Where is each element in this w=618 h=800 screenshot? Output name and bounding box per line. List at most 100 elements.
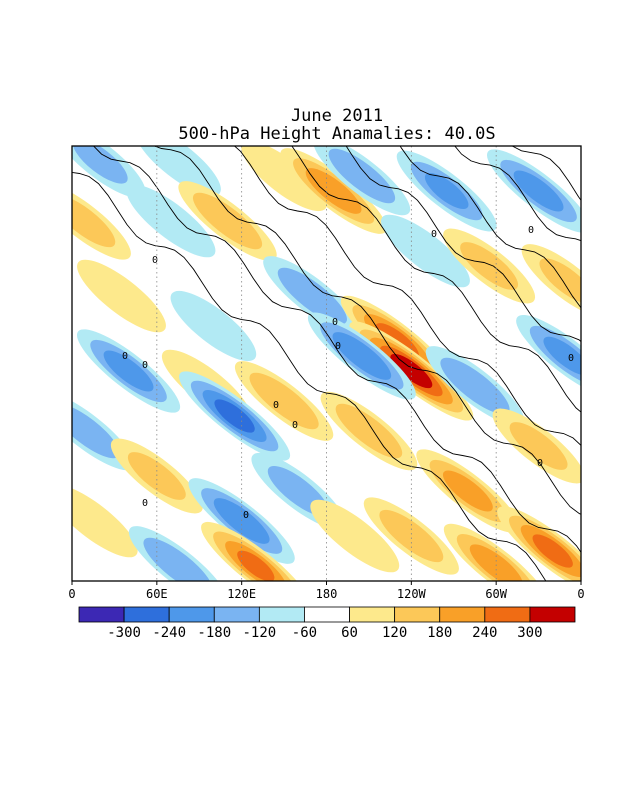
anomaly-band (379, 509, 444, 563)
anomaly-cell (381, 214, 470, 288)
colorbar-label: 180 (427, 625, 452, 641)
contour-zero-label: 0 (431, 229, 437, 240)
zero-contour-line (92, 146, 581, 554)
anomaly-cell (234, 361, 334, 441)
x-axis: 0 60E 120E 180 120W 60W 0 (68, 581, 585, 601)
zero-contours: 0 0 0 0 0 0 0 0 0 0 0 0 0 (72, 146, 581, 581)
anomaly-band (513, 170, 564, 212)
zero-contour-line (454, 146, 581, 242)
contour-zero-label: 0 (528, 225, 534, 236)
anomaly-band (332, 332, 392, 380)
anomaly-band (72, 194, 116, 248)
colorbar-label: -240 (152, 625, 186, 641)
zero-contour-line (153, 146, 581, 515)
anomaly-cell (179, 371, 291, 461)
anomaly-band (214, 399, 255, 433)
colorbar-label: 240 (472, 625, 497, 641)
anomaly-cell (241, 146, 327, 212)
contour-zero-label: 0 (243, 510, 249, 521)
anomaly-band (72, 146, 128, 184)
anomaly-cell (72, 391, 135, 471)
anomaly-cell (313, 146, 411, 216)
colorbar-swatch (258, 606, 305, 623)
anomaly-band (170, 290, 257, 362)
contour-zero-label: 0 (292, 420, 298, 431)
contour-zero-label: 0 (152, 255, 158, 266)
anomaly-cell (486, 149, 581, 233)
anomaly-band (192, 192, 263, 250)
anomaly-band (442, 470, 493, 512)
x-tick-label: 60W (485, 587, 507, 601)
x-tick-label: 0 (577, 587, 584, 601)
anomaly-band (72, 484, 138, 558)
anomaly-cell (72, 146, 146, 198)
zero-contour-line (72, 171, 547, 581)
colorbar-swatch (349, 606, 396, 623)
contour-zero-label: 0 (537, 458, 543, 469)
anomaly-cell (516, 314, 581, 398)
x-tick-label: 60E (146, 587, 168, 601)
contour-zero-label: 0 (273, 400, 279, 411)
colorbar-label: 120 (382, 625, 407, 641)
anomaly-band (460, 242, 519, 290)
anomaly-cell (425, 346, 525, 426)
colorbar-swatch (213, 606, 260, 623)
zero-contour-line (291, 146, 581, 413)
anomaly-band (424, 172, 469, 210)
anomaly-cell (178, 181, 277, 261)
meridian-gridlines (156, 146, 497, 581)
colorbar-swatch (529, 606, 576, 623)
anomaly-cell (77, 259, 166, 333)
zero-contour-line (345, 146, 581, 343)
anomaly-band (249, 372, 319, 430)
colorbar-label: -300 (107, 625, 141, 641)
anomaly-cell (170, 290, 257, 362)
zero-contour-line (233, 146, 581, 447)
anomaly-cell (72, 182, 131, 260)
colorbar: -300 -240 -180 -120 -60 60 120 180 240 300 (78, 606, 576, 641)
colorbar-swatch (168, 606, 215, 623)
anomaly-cell (76, 329, 181, 413)
x-tick-label: 180 (316, 587, 338, 601)
colorbar-label: -120 (243, 625, 277, 641)
anomaly-cell (263, 256, 362, 336)
colorbar-swatch (484, 606, 531, 623)
chart-title: June 2011 (291, 106, 383, 126)
anomaly-cell (310, 499, 400, 573)
anomaly-band (440, 357, 510, 415)
zero-contour-line (399, 146, 581, 309)
anomaly-band (237, 550, 275, 581)
anomaly-band (72, 403, 120, 459)
anomaly-cell (135, 146, 221, 197)
anomaly-cell (416, 449, 520, 533)
anomaly-cell (201, 521, 311, 581)
colorbar-swatch (78, 606, 125, 623)
anomaly-band (143, 537, 213, 581)
x-tick-label: 0 (68, 587, 75, 601)
anomaly-band (103, 350, 154, 392)
anomaly-cell (320, 391, 418, 471)
anomaly-band (335, 403, 403, 459)
anomaly-band (310, 499, 400, 573)
colorbar-swatch (439, 606, 486, 623)
colorbar-label: -180 (197, 625, 231, 641)
anomaly-band (543, 336, 581, 376)
anomaly-band (135, 146, 221, 197)
anomaly-cell (128, 526, 228, 581)
contour-zero-label: 0 (335, 341, 341, 352)
chart-subtitle: 500-hPa Height Anamalies: 40.0S (178, 124, 495, 144)
anomaly-band (277, 267, 347, 325)
anomaly-band (241, 146, 327, 212)
contour-zero-label: 0 (568, 353, 574, 364)
x-tick-label: 120E (227, 587, 256, 601)
anomaly-band (328, 148, 396, 204)
anomaly-band (381, 214, 470, 288)
anomaly-band (532, 534, 573, 568)
x-tick-label: 120W (397, 587, 427, 601)
anomaly-cell (363, 497, 459, 575)
contour-zero-label: 0 (122, 351, 128, 362)
colorbar-label: 60 (341, 625, 358, 641)
colorbar-swatch (394, 606, 441, 623)
anomaly-cell (126, 184, 216, 258)
